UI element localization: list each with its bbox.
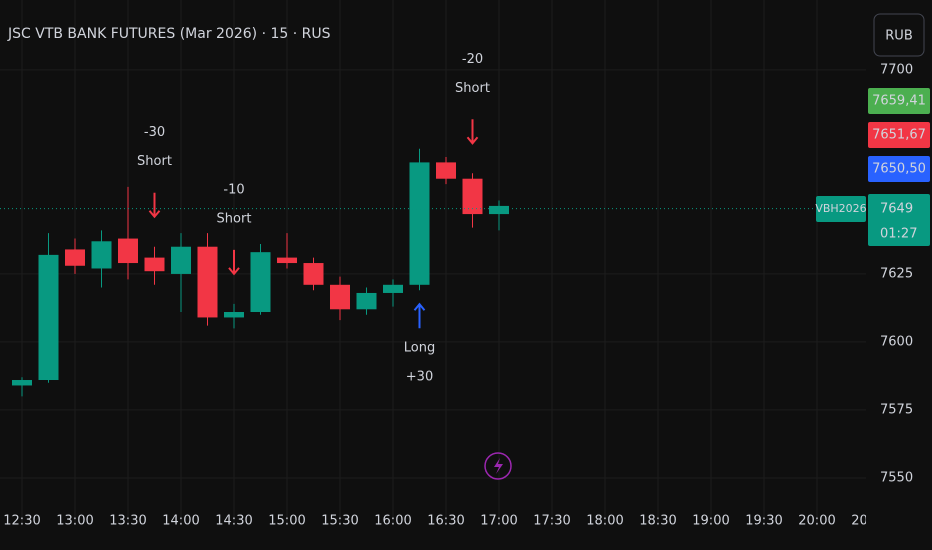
signal-label: -30 [144, 125, 165, 140]
countdown: 01:27 [880, 227, 917, 242]
candle-body [144, 257, 165, 272]
x-tick-label: 13:30 [109, 514, 146, 529]
x-tick-label: 15:30 [321, 514, 358, 529]
x-tick-label: 17:00 [480, 514, 517, 529]
price-label: 7650,50 [872, 162, 926, 177]
y-tick-label: 7600 [880, 334, 913, 349]
symbol-label: VBH2026 [815, 202, 866, 215]
candle-body [277, 257, 297, 264]
candle-body [250, 252, 271, 313]
signal-label: -20 [462, 52, 483, 67]
candle-body [489, 205, 509, 215]
signal-label: Long [404, 341, 435, 356]
y-tick-label: 7700 [880, 62, 913, 77]
x-tick-label: 12:30 [3, 514, 40, 529]
x-tick-label: 19:30 [745, 514, 782, 529]
signal-label: +30 [406, 370, 433, 385]
x-tick-label: 14:00 [162, 514, 199, 529]
x-tick-label: 18:00 [586, 514, 623, 529]
currency-button[interactable] [873, 13, 925, 57]
signal-label: Short [455, 81, 490, 96]
signal-label: -10 [223, 182, 244, 197]
signal-arrow-head [466, 136, 479, 145]
x-tick-label: 16:30 [427, 514, 464, 529]
symbol-box [816, 196, 866, 222]
signal-label: Short [137, 154, 172, 169]
x-tick-label: 14:30 [215, 514, 252, 529]
chart-title: JSC VTB BANK FUTURES (Mar 2026) · 15 · R… [7, 26, 331, 42]
y-tick-label: 7575 [880, 402, 913, 417]
signal-arrow-head [148, 210, 161, 219]
x-tick-label: 16:00 [374, 514, 411, 529]
candle-body [38, 254, 59, 381]
x-tick-label: 20:30 [851, 514, 888, 529]
candle-body [65, 249, 85, 266]
y-tick-label: 7625 [880, 266, 913, 281]
candle-body [383, 284, 403, 293]
x-tick-label: 15:00 [268, 514, 305, 529]
candle-body [197, 246, 218, 318]
signal-label: Short [217, 211, 252, 226]
last-price-box [868, 194, 930, 246]
signal-arrow-head [413, 302, 426, 311]
lightning [494, 458, 503, 474]
signal-arrow-head [228, 267, 240, 276]
candle-body [303, 263, 324, 285]
x-tick-label: 20:00 [798, 514, 835, 529]
candle-body [330, 284, 350, 310]
last-price-label: 7649 [880, 202, 913, 217]
price-label-box [868, 88, 930, 114]
candle-body [356, 292, 377, 310]
x-tick-label: 17:30 [533, 514, 570, 529]
price-label: 7659,41 [872, 94, 926, 109]
price-label-box [868, 156, 930, 182]
x-tick-label: 19:00 [692, 514, 729, 529]
candle-body [224, 312, 244, 318]
events-icon[interactable] [484, 452, 512, 480]
x-tick-label: 13:00 [56, 514, 93, 529]
candle-body [436, 162, 456, 179]
candle-body [91, 241, 112, 269]
candle-body [409, 162, 430, 285]
candle-body [12, 380, 32, 386]
candle-body [171, 246, 191, 274]
currency-label[interactable]: RUB [885, 29, 912, 44]
x-tick-label: 18:30 [639, 514, 676, 529]
price-label: 7651,67 [872, 128, 926, 143]
candle-body [118, 238, 138, 264]
price-label-box [868, 122, 930, 148]
candle-body [462, 178, 483, 215]
y-tick-label: 7550 [880, 470, 913, 485]
